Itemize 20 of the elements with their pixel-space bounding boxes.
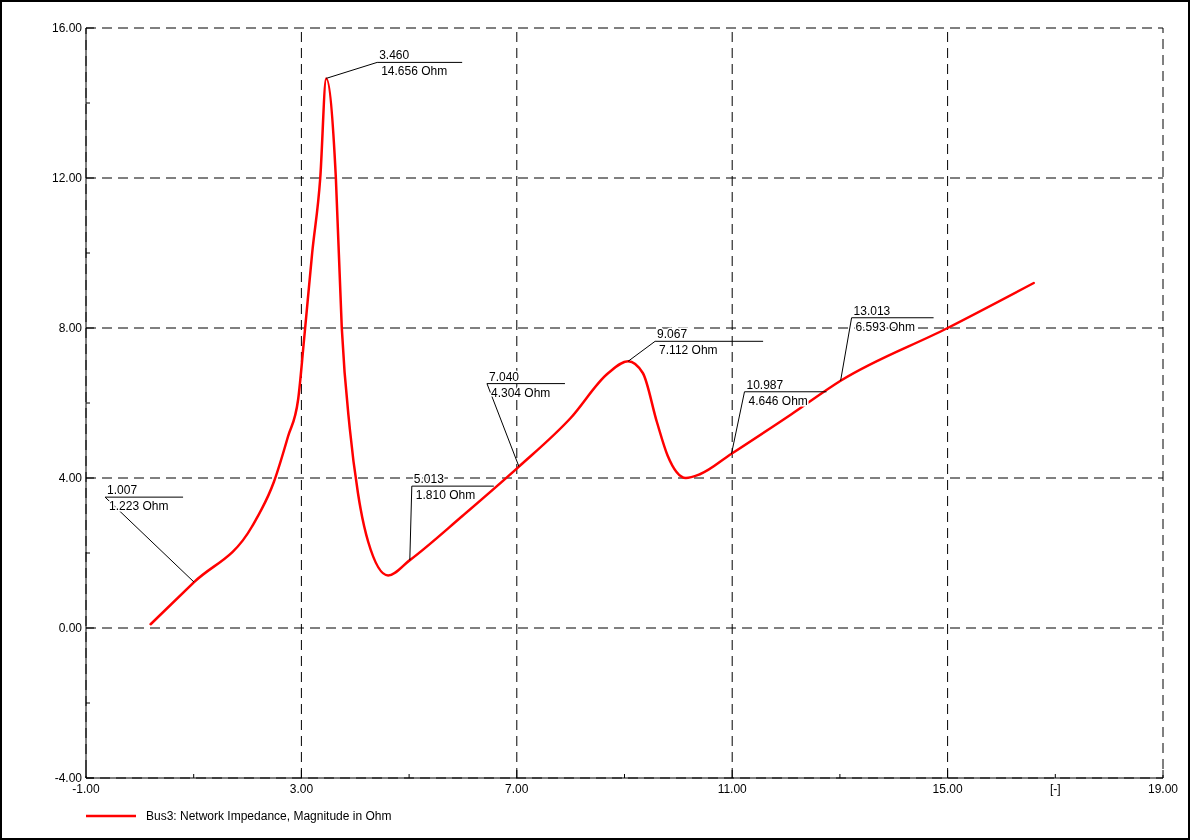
- y-tick-label: 16.00: [51, 21, 83, 35]
- x-tick-label: 19.00: [1147, 782, 1179, 796]
- annotation: 13.013 6.593 Ohm: [853, 303, 915, 334]
- annotation: 10.987 4.646 Ohm: [746, 377, 808, 408]
- y-tick-label: 8.00: [58, 321, 83, 335]
- annotation: 1.007 1.223 Ohm: [107, 483, 169, 514]
- x-tick-label: 7.00: [505, 782, 529, 796]
- x-axis-title: [-]: [1049, 782, 1061, 796]
- x-tick-label: 3.00: [289, 782, 314, 796]
- x-tick-label: 11.00: [717, 782, 748, 796]
- y-tick-label: 4.00: [58, 471, 83, 485]
- x-tick-label: 15.00: [932, 782, 963, 796]
- annotation: 5.013 1.810 Ohm: [413, 472, 476, 503]
- y-tick-label: 0.00: [58, 621, 83, 635]
- annotation: 3.460 14.656 Ohm: [379, 48, 448, 79]
- x-tick-label: -1.00: [72, 782, 100, 796]
- legend-label: Bus3: Network Impedance, Magnitude in Ohm: [146, 809, 392, 823]
- y-tick-label: -4.00: [54, 771, 83, 785]
- y-tick-label: 12.00: [51, 171, 83, 185]
- annotation: 9.067 7.112 Ohm: [657, 327, 718, 358]
